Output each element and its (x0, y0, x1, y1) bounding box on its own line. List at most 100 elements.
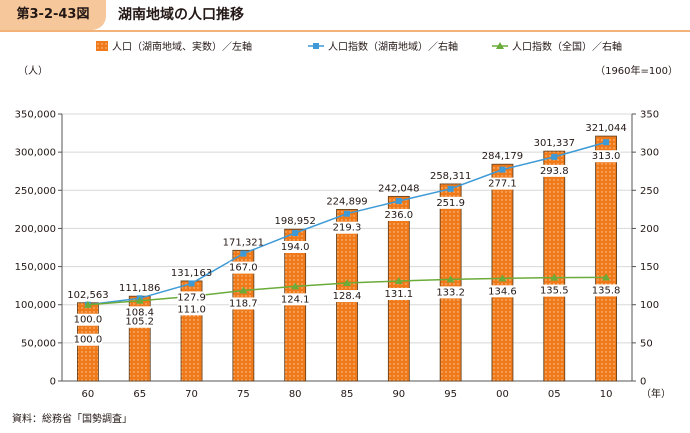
marker-national-index (83, 300, 92, 308)
marker-national-index (343, 279, 351, 287)
right-axis-tick-label: 350 (640, 110, 659, 121)
legend-label-regional-index: 人口指数（湖南地域）／右軸 (328, 40, 458, 53)
regional-index-value-label: 251.9 (436, 198, 465, 209)
legend-marker-regional-index (313, 43, 319, 49)
left-axis-tick-label: 350,000 (15, 110, 56, 121)
regional-index-value-label-bg (73, 313, 102, 326)
national-index-value-label-bg (281, 293, 310, 306)
marker-regional-index (603, 139, 610, 146)
x-tick-label: 80 (289, 389, 302, 400)
right-axis-tick-label: 150 (640, 262, 659, 273)
regional-index-value-label: 293.8 (540, 166, 569, 177)
left-axis-unit: （人） (18, 65, 48, 77)
bar-population (232, 249, 255, 382)
bar-population (439, 183, 462, 382)
right-axis-tick-label: 200 (640, 224, 659, 235)
right-axis-tick-label: 0 (640, 377, 646, 388)
regional-index-value-label-bg (125, 306, 154, 319)
legend-label-national-index: 人口指数（全国）／右軸 (512, 40, 622, 53)
national-index-value-label: 134.6 (488, 286, 517, 297)
figure-number-badge: 第3-2-43図 (0, 0, 106, 30)
national-index-value-label-bg (540, 284, 569, 297)
x-tick-label: 05 (548, 389, 561, 400)
marker-national-index (550, 273, 559, 281)
bar-value-label: 224,899 (326, 196, 367, 207)
bar-value-label: 258,311 (430, 171, 471, 182)
x-tick-label: 75 (237, 389, 250, 400)
legend-swatch-population (96, 41, 108, 51)
bar-value-label: 301,337 (534, 138, 575, 149)
marker-national-index (239, 286, 248, 294)
figure-header: 第3-2-43図 湖南地域の人口推移 (0, 0, 690, 32)
marker-national-index (602, 273, 611, 281)
regional-index-value-label: 100.0 (74, 315, 103, 326)
national-index-value-label: 131.1 (384, 289, 413, 300)
bar-value-label: 102,563 (67, 290, 108, 301)
marker-national-index (446, 275, 455, 283)
regional-index-value-label: 277.1 (488, 179, 517, 190)
regional-index-value-label: 236.0 (384, 210, 413, 221)
x-tick-label: 60 (82, 389, 95, 400)
x-tick-label: 70 (185, 389, 198, 400)
regional-index-value-label: 127.9 (177, 292, 206, 303)
regional-index-value-label-bg (384, 208, 413, 221)
marker-regional-index (240, 250, 247, 257)
national-index-value-label-bg (384, 287, 413, 300)
left-axis-tick-label: 50,000 (21, 338, 56, 349)
x-tick-label: 65 (133, 389, 146, 400)
left-axis-tick-label: 150,000 (15, 262, 56, 273)
national-index-value-label: 124.1 (281, 294, 310, 305)
legend-marker-national-index (496, 42, 504, 49)
marker-national-index (498, 274, 507, 282)
bar-value-label: 131,163 (171, 268, 212, 279)
national-index-value-label: 128.4 (333, 291, 362, 302)
national-index-value-label-bg (592, 284, 621, 297)
marker-regional-index (344, 210, 350, 217)
marker-regional-index (499, 166, 506, 173)
left-axis-tick-label: 200,000 (15, 224, 56, 235)
right-axis-note: （1960年=100） (595, 64, 678, 77)
national-index-value-label-bg (125, 315, 154, 328)
bar-value-label: 111,186 (119, 283, 160, 294)
bar-population (491, 163, 514, 382)
national-index-value-label: 105.2 (125, 317, 154, 328)
national-index-value-label-bg (333, 290, 361, 303)
bar-population (595, 135, 617, 382)
left-axis-tick-label: 250,000 (15, 186, 56, 197)
regional-index-value-label: 194.0 (281, 242, 310, 253)
marker-regional-index (447, 185, 454, 192)
regional-index-value-label-bg (436, 196, 465, 209)
right-axis-tick-label: 300 (640, 148, 659, 159)
regional-index-value-label-bg (229, 261, 258, 274)
x-tick-label: 85 (341, 389, 354, 400)
regional-index-value-label: 313.0 (592, 151, 621, 162)
national-index-value-label-bg (177, 303, 206, 316)
national-index-value-label: 100.0 (74, 335, 103, 346)
right-axis-tick-label: 250 (640, 186, 659, 197)
marker-regional-index (551, 153, 558, 160)
national-index-value-label-bg (436, 286, 465, 299)
regional-index-value-label-bg (281, 241, 310, 254)
marker-national-index (135, 296, 144, 304)
national-index-value-label: 135.8 (592, 285, 621, 296)
national-index-value-label: 133.2 (436, 287, 465, 298)
regional-index-value-label-bg (177, 291, 206, 304)
bar-value-label: 171,321 (223, 237, 264, 248)
left-axis-tick-label: 100,000 (15, 300, 56, 311)
national-index-value-label: 118.7 (229, 298, 258, 309)
regional-index-value-label-bg (333, 221, 361, 234)
population-chart: 人口（湖南地域、実数）／左軸 人口指数（湖南地域）／右軸 人口指数（全国）／右軸 （… (15, 40, 678, 400)
national-index-value-label: 135.5 (540, 286, 569, 297)
bar-value-label: 198,952 (275, 216, 316, 227)
regional-index-value-label: 108.4 (125, 307, 154, 318)
regional-index-value-label: 167.0 (229, 263, 258, 274)
x-tick-label: 95 (444, 389, 457, 400)
right-axis-tick-label: 100 (640, 300, 659, 311)
left-axis-tick-label: 300,000 (15, 148, 56, 159)
x-axis-unit: （年） (641, 387, 671, 400)
national-index-value-label: 111.0 (177, 304, 206, 315)
national-index-value-label-bg (229, 297, 258, 310)
right-axis-tick-label: 50 (640, 338, 653, 349)
bar-value-label: 321,044 (585, 123, 626, 134)
x-tick-label: 00 (496, 389, 509, 400)
